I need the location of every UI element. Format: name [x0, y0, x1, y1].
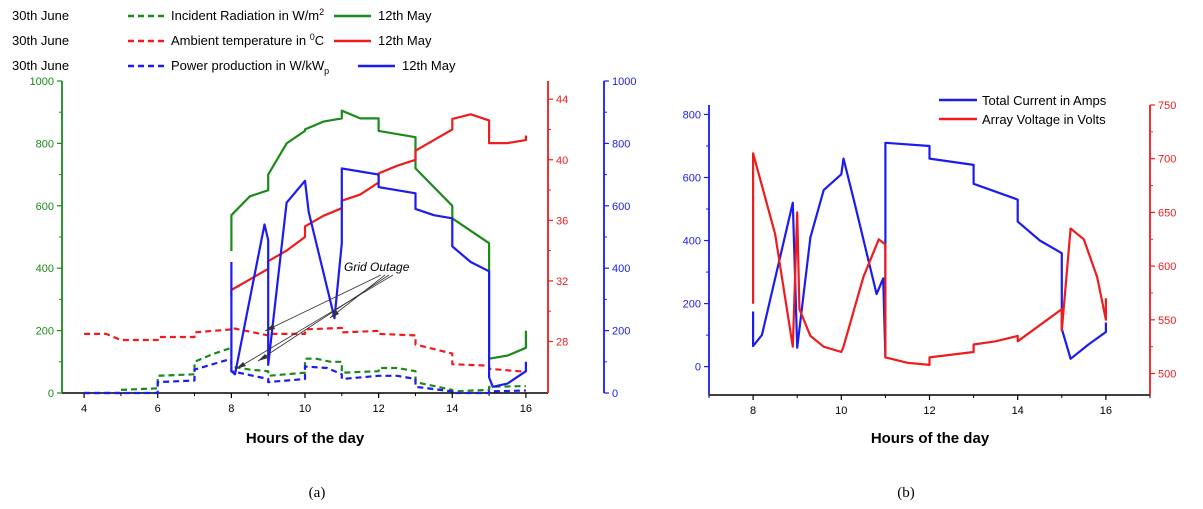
- y-tick-label: 800: [36, 138, 54, 150]
- x-tick-label: 16: [520, 403, 532, 415]
- panel-a-chart: 30th June Incident Radiation in W/m2 12t…: [12, 7, 636, 501]
- series-line: [230, 109, 527, 360]
- series-line: [84, 326, 526, 373]
- x-tick-label: 12: [373, 403, 385, 415]
- y-tick-label: 700: [1158, 154, 1176, 166]
- y-tick-label: 1000: [612, 76, 636, 88]
- y-tick-label: 400: [683, 236, 701, 248]
- legend-series-label: Ambient temperature in 0C: [171, 32, 324, 48]
- y-tick-label: 650: [1158, 207, 1176, 219]
- annotation-arrowhead: [236, 362, 246, 369]
- legend-left-label: 30th June: [12, 58, 69, 73]
- annotation-arrowhead: [265, 324, 275, 331]
- annotation-label: Grid Outage: [344, 260, 410, 274]
- x-tick-label: 16: [1100, 405, 1112, 417]
- legend-entry-voltage: Array Voltage in Volts: [939, 112, 1106, 127]
- y-tick-label: 200: [612, 326, 630, 338]
- x-tick-label: 10: [835, 405, 847, 417]
- panel-a-axes: 4 6 8 10 12 14 16 0 200 400 600 800 1000 28 32 36 40 44 0 2…: [30, 76, 637, 415]
- legend-entry-temperature: 30th June Ambient temperature in 0C 12th…: [12, 32, 432, 48]
- series-line: [230, 167, 527, 388]
- panel-b-series: [752, 141, 1107, 366]
- y-tick-label: 200: [683, 299, 701, 311]
- x-tick-label: 14: [446, 403, 458, 415]
- annotation-arrowhead: [258, 354, 268, 361]
- panel-b-caption: (b): [897, 485, 915, 501]
- legend-right-label: 12th May: [378, 33, 432, 48]
- x-tick-label: 14: [1012, 405, 1024, 417]
- x-tick-label: 4: [81, 403, 87, 415]
- series-line: [84, 357, 526, 395]
- panel-a-x-axis-label: Hours of the day: [246, 430, 365, 447]
- annotation-arrow: [257, 274, 390, 362]
- legend-entry-power: 30th June Power production in W/kWp 12th…: [12, 58, 456, 76]
- series-line: [752, 141, 1107, 360]
- panel-a-caption: (a): [309, 485, 326, 501]
- y-tick-label: 800: [683, 109, 701, 121]
- y-tick-label: 750: [1158, 100, 1176, 112]
- annotation-arrow: [235, 274, 394, 370]
- legend-label: Total Current in Amps: [982, 93, 1107, 108]
- legend-label: Array Voltage in Volts: [982, 112, 1106, 127]
- panel-b-x-axis-label: Hours of the day: [871, 430, 990, 447]
- series-line: [752, 152, 1107, 366]
- y-tick-label: 200: [36, 326, 54, 338]
- y-tick-label: 550: [1158, 315, 1176, 327]
- y-tick-label: 800: [612, 138, 630, 150]
- annotation-arrow: [264, 274, 382, 332]
- y-tick-label: 0: [48, 388, 54, 400]
- y-tick-label: 40: [556, 155, 568, 167]
- panel-a-series: [84, 109, 527, 395]
- series-line: [84, 346, 526, 395]
- y-tick-label: 0: [695, 362, 701, 374]
- legend-right-label: 12th May: [378, 8, 432, 23]
- x-tick-label: 10: [299, 403, 311, 415]
- legend-series-label: Incident Radiation in W/m2: [171, 7, 324, 23]
- y-tick-label: 0: [612, 388, 618, 400]
- y-tick-label: 600: [1158, 261, 1176, 273]
- panel-b-legend: Total Current in Amps Array Voltage in V…: [939, 93, 1107, 127]
- y-tick-label: 28: [556, 337, 568, 349]
- legend-entry-radiation: 30th June Incident Radiation in W/m2 12t…: [12, 7, 432, 23]
- x-tick-label: 6: [155, 403, 161, 415]
- legend-entry-current: Total Current in Amps: [939, 93, 1107, 108]
- annotation-arrowhead: [330, 310, 339, 318]
- x-tick-label: 12: [923, 405, 935, 417]
- y-tick-label: 400: [612, 263, 630, 275]
- y-tick-label: 500: [1158, 369, 1176, 381]
- y-tick-label: 400: [36, 263, 54, 275]
- legend-right-label: 12th May: [402, 58, 456, 73]
- y-tick-label: 1000: [30, 76, 54, 88]
- x-tick-label: 8: [750, 405, 756, 417]
- y-tick-label: 44: [556, 94, 568, 106]
- y-tick-label: 600: [683, 173, 701, 185]
- panel-a-legend: 30th June Incident Radiation in W/m2 12t…: [12, 7, 456, 76]
- x-tick-label: 8: [228, 403, 234, 415]
- y-tick-label: 32: [556, 276, 568, 288]
- y-tick-label: 600: [612, 201, 630, 213]
- legend-left-label: 30th June: [12, 8, 69, 23]
- panel-b-axes: 8 10 12 14 16 0 200 400 600 800 500 550 600 650 700 750: [683, 100, 1177, 417]
- legend-left-label: 30th June: [12, 33, 69, 48]
- legend-series-label: Power production in W/kWp: [171, 58, 329, 76]
- y-tick-label: 36: [556, 215, 568, 227]
- y-tick-label: 600: [36, 201, 54, 213]
- panel-b-chart: 8 10 12 14 16 0 200 400 600 800 500 550 600 650 700 750…: [683, 93, 1177, 501]
- grid-outage-annotation: Grid Outage: [235, 260, 410, 370]
